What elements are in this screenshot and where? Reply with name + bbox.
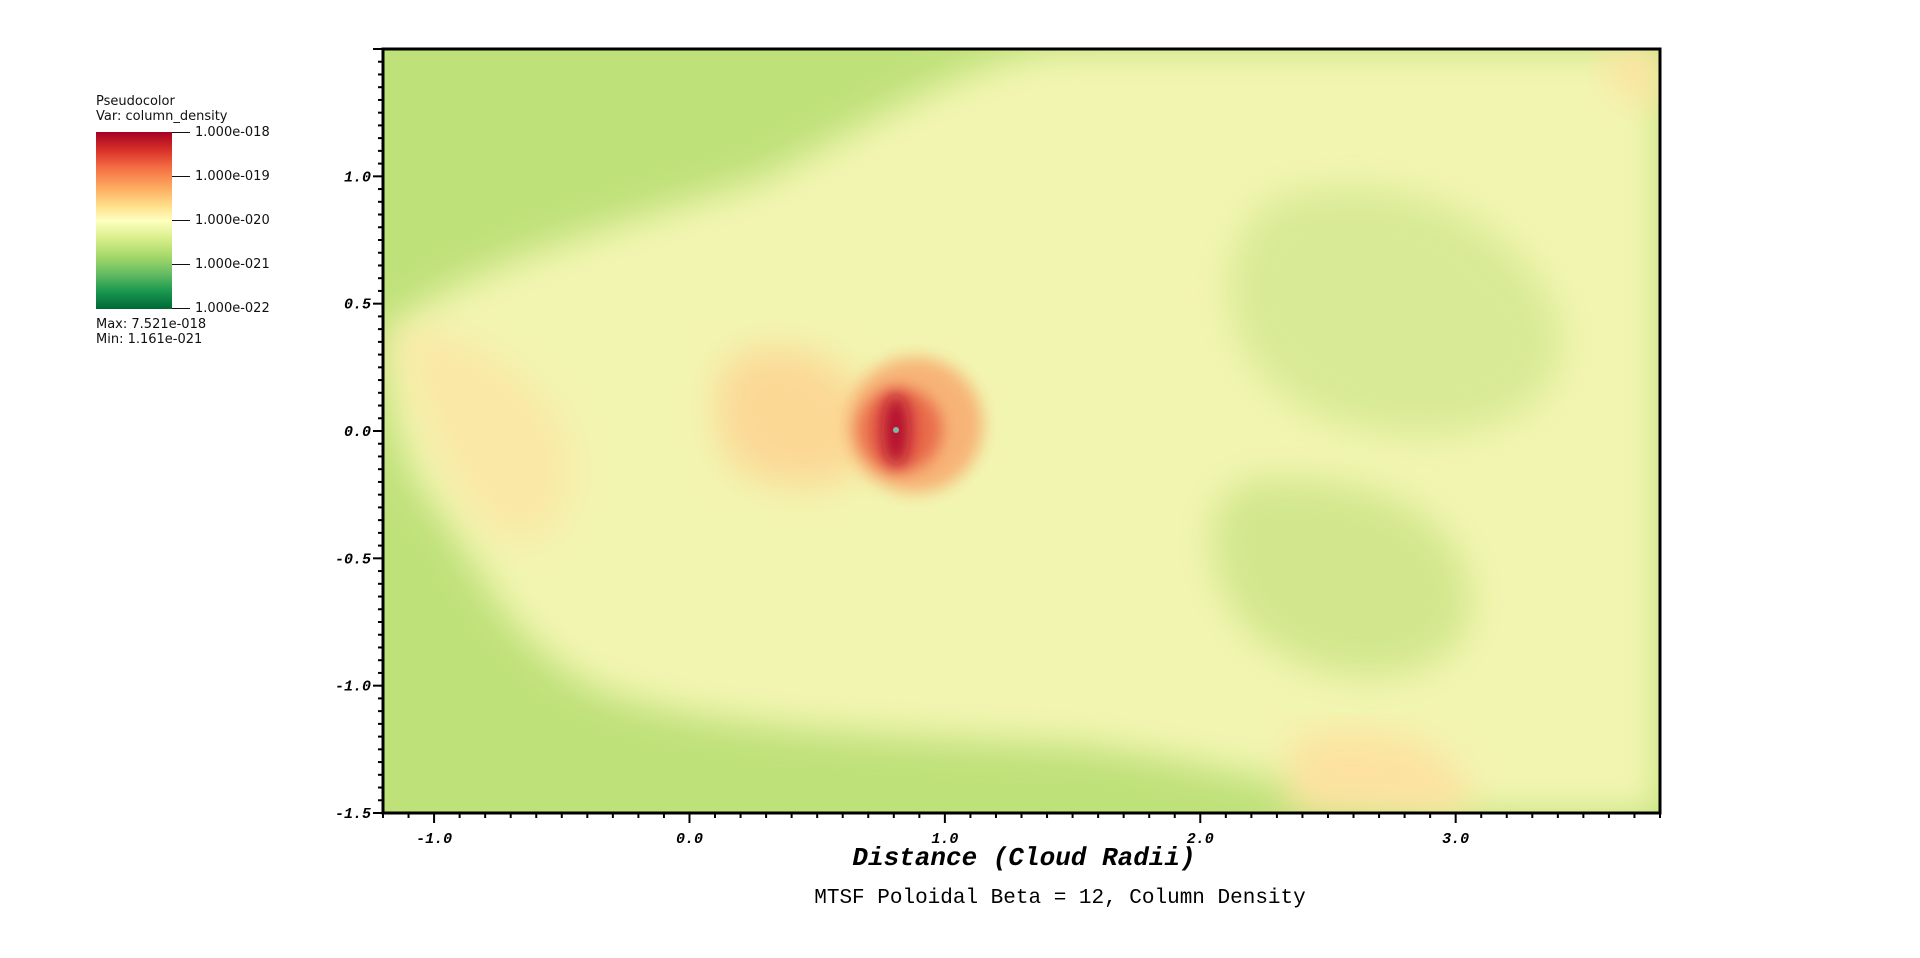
- legend-tick-label: 1.000e-019: [195, 169, 270, 184]
- legend-tick: [172, 308, 190, 309]
- legend-tick-label: 1.000e-018: [195, 125, 270, 140]
- x-tick-label: 3.0: [1442, 831, 1469, 848]
- x-tick-label: -1.0: [416, 831, 452, 848]
- x-tick-labels: -1.0 0.0 1.0 2.0 3.0: [416, 831, 1469, 848]
- legend-tick-label: 1.000e-022: [195, 301, 270, 316]
- heatmap-image: [383, 49, 1660, 813]
- legend-tick: [172, 220, 190, 221]
- chart-title: MTSF Poloidal Beta = 12, Column Density: [814, 887, 1305, 910]
- y-tick-label: -1.0: [335, 679, 371, 696]
- legend-tick-label: 1.000e-021: [195, 257, 270, 272]
- legend-tick: [172, 176, 190, 177]
- y-tick-label: -1.5: [335, 806, 371, 823]
- x-tick-label: 1.0: [931, 831, 958, 848]
- y-tick-label: -0.5: [335, 551, 371, 568]
- legend-tick-label: 1.000e-020: [195, 213, 270, 228]
- legend-tick: [172, 132, 190, 133]
- legend-tick: [172, 264, 190, 265]
- y-tick-label: 1.0: [344, 169, 371, 186]
- x-axis-label: Distance (Cloud Radii): [852, 843, 1195, 873]
- legend-title: Pseudocolor: [96, 94, 175, 109]
- legend-max: Max: 7.521e-018: [96, 317, 207, 332]
- axis-ticks: [373, 48, 1661, 823]
- y-tick-label: 0.5: [344, 297, 371, 314]
- legend-colorbar: [96, 132, 172, 309]
- legend-min: Min: 1.161e-021: [96, 332, 203, 347]
- legend-variable: Var: column_density: [96, 109, 228, 124]
- x-tick-label: 2.0: [1187, 831, 1214, 848]
- x-tick-label: 0.0: [676, 831, 703, 848]
- y-tick-labels: 1.0 0.5 0.0 -0.5 -1.0 -1.5: [335, 169, 371, 823]
- y-tick-label: 0.0: [344, 424, 371, 441]
